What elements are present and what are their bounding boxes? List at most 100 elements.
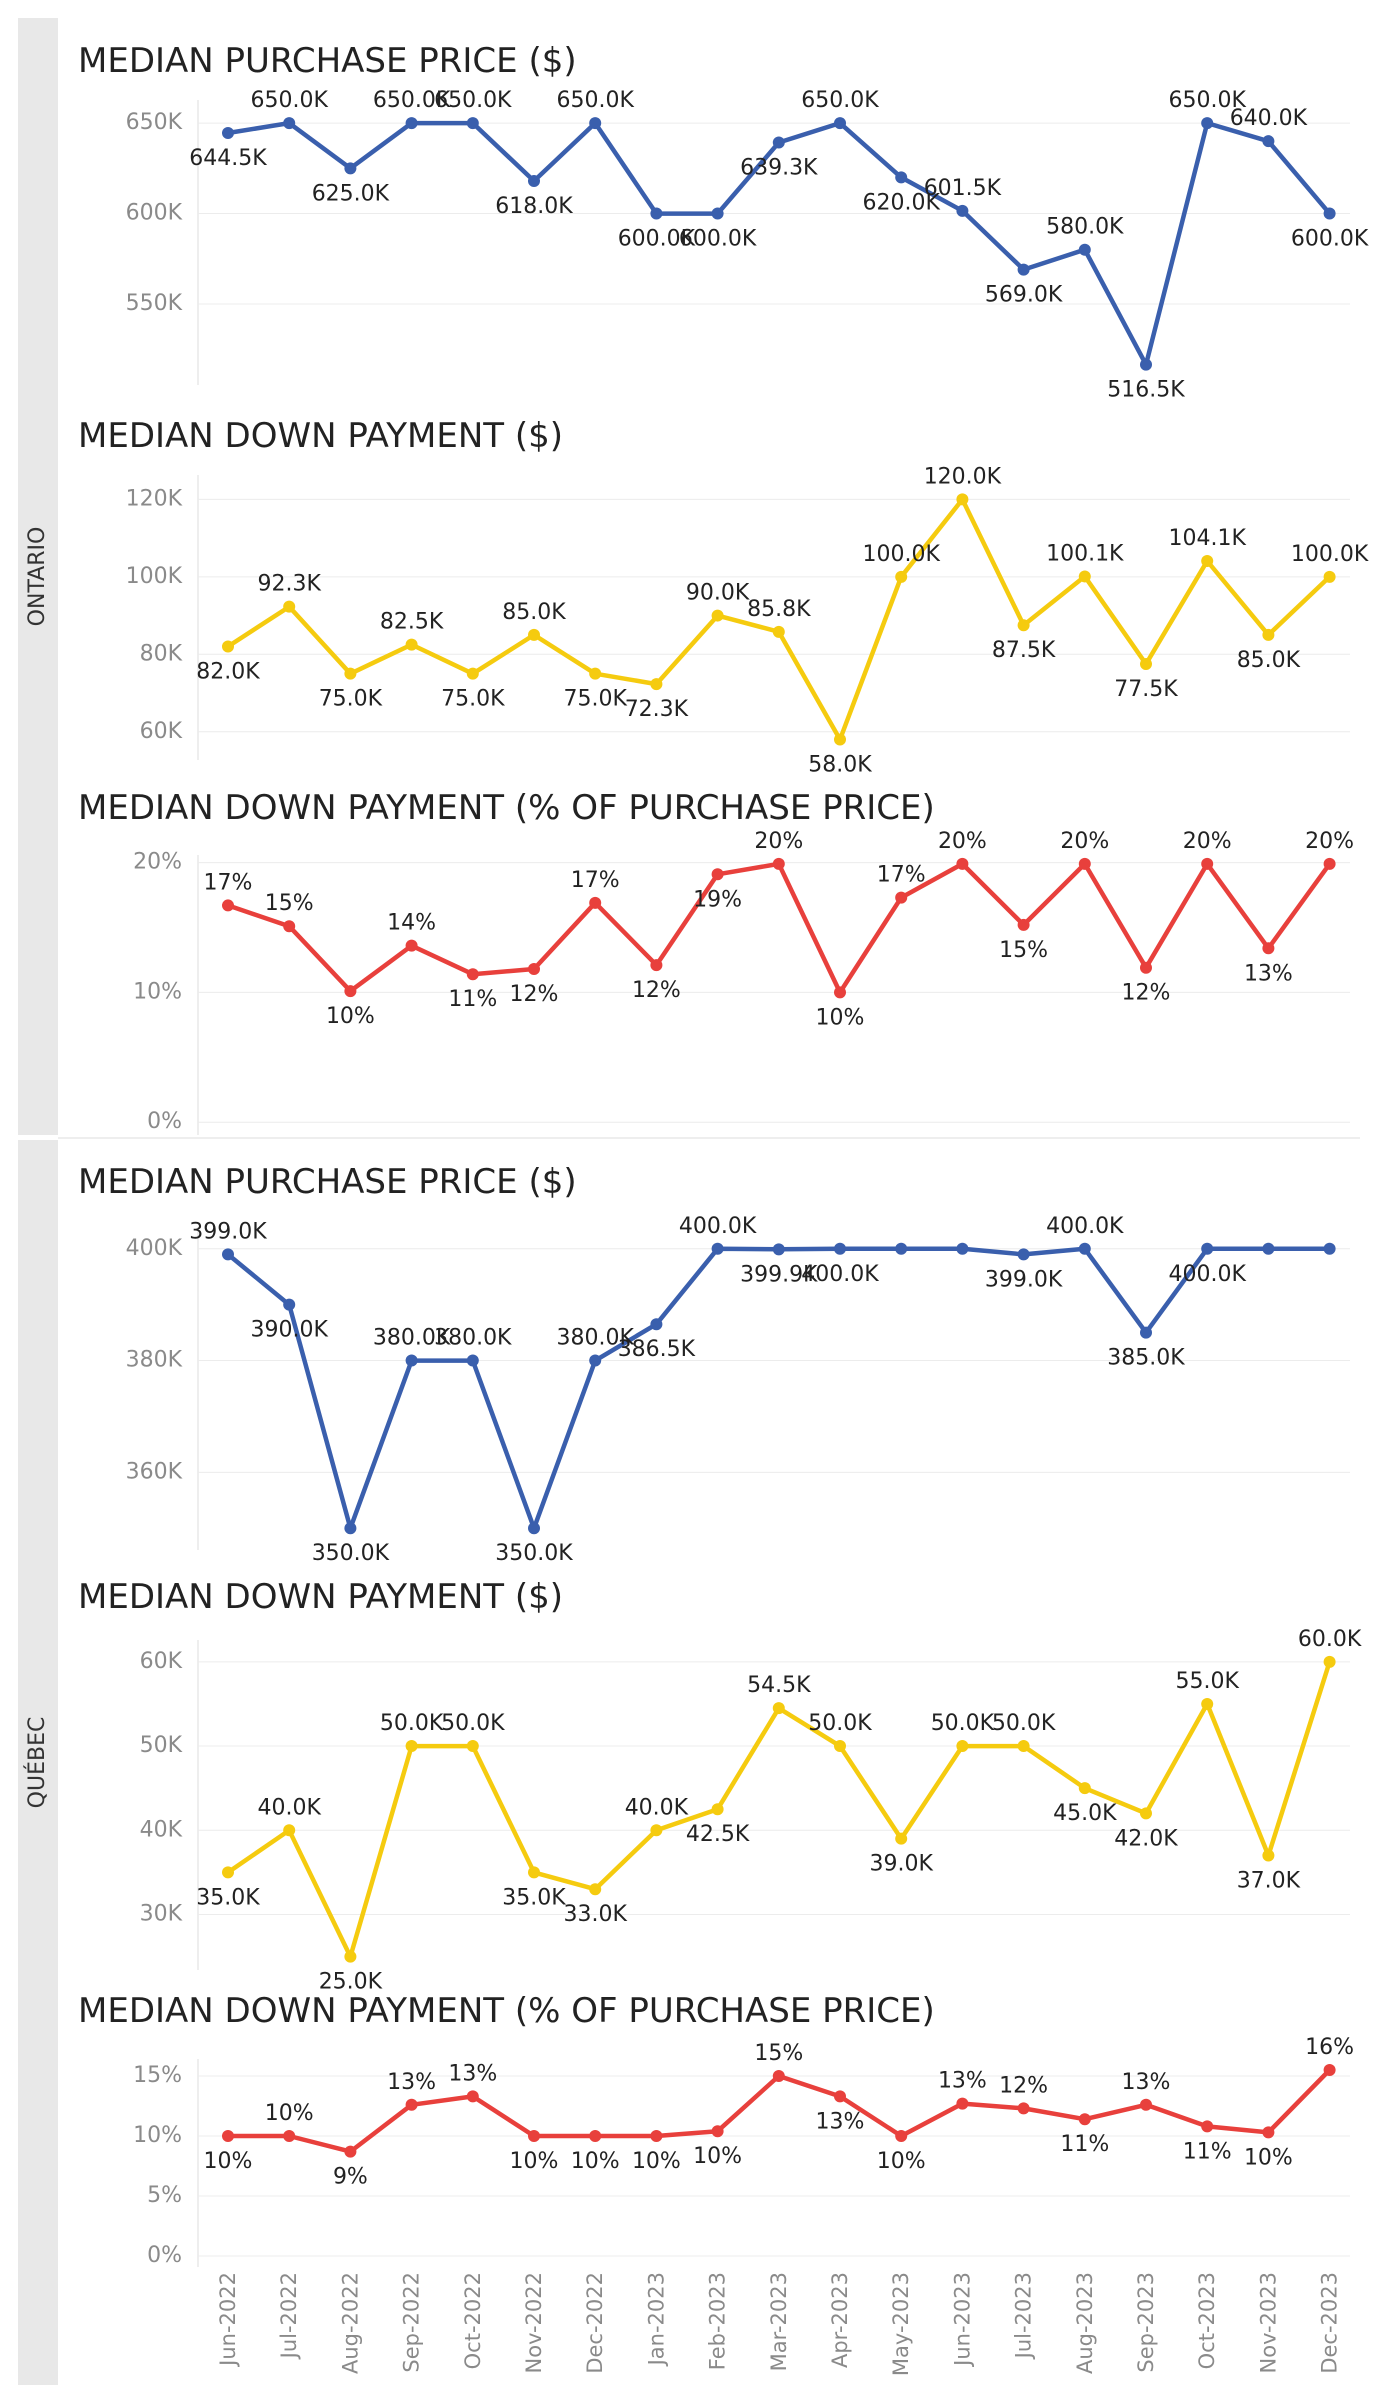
y-tick-label: 550K: [126, 291, 183, 316]
data-point: [344, 2145, 357, 2158]
data-label: 13%: [1244, 961, 1293, 986]
data-label: 17%: [877, 863, 926, 888]
data-label: 50.0K: [441, 1711, 505, 1736]
data-label: 40.0K: [257, 1795, 321, 1820]
data-point: [956, 1740, 969, 1753]
data-point: [528, 1522, 540, 1535]
x-tick-label: May-2023: [889, 2272, 913, 2376]
data-label: 625.0K: [312, 181, 390, 206]
data-label: 17%: [204, 870, 253, 895]
data-label: 12%: [632, 978, 681, 1003]
data-label: 399.0K: [189, 1219, 267, 1244]
data-label: 400.0K: [801, 1262, 879, 1287]
data-point: [222, 1866, 234, 1879]
y-tick-label: 10%: [133, 2123, 182, 2148]
data-label: 50.0K: [808, 1711, 872, 1736]
data-point: [1323, 1242, 1336, 1255]
data-point: [1262, 135, 1275, 148]
data-label: 20%: [754, 829, 803, 854]
data-label: 13%: [1122, 2070, 1171, 2095]
data-point: [466, 117, 479, 130]
data-point: [1140, 657, 1152, 670]
data-point: [528, 174, 540, 187]
data-point: [895, 570, 908, 583]
data-label: 85.0K: [1237, 648, 1301, 673]
data-label: 11%: [1060, 2132, 1109, 2157]
data-label: 400.0K: [679, 1214, 757, 1239]
x-tick-label: Jul-2023: [1012, 2272, 1036, 2360]
data-point: [1140, 358, 1152, 371]
data-point: [772, 625, 785, 638]
data-label: 386.5K: [618, 1337, 696, 1362]
data-label: 87.5K: [992, 638, 1056, 663]
data-label: 644.5K: [189, 146, 267, 171]
data-label: 55.0K: [1175, 1669, 1239, 1694]
y-tick-label: 30K: [140, 1901, 183, 1926]
y-tick-label: 600K: [126, 201, 183, 226]
data-label: 650.0K: [801, 88, 879, 113]
data-label: 50.0K: [380, 1711, 444, 1736]
data-label: 600.0K: [1291, 227, 1369, 252]
data-label: 85.8K: [747, 597, 811, 622]
x-tick-label: Sep-2023: [1134, 2272, 1158, 2373]
chart-title: MEDIAN PURCHASE PRICE ($): [78, 1162, 577, 1202]
data-label: 20%: [1183, 829, 1232, 854]
data-label: 10%: [571, 2149, 620, 2174]
data-point: [1201, 1242, 1214, 1255]
data-point: [466, 1740, 479, 1753]
series-line: [225, 1246, 1332, 1531]
x-tick-label: Mar-2023: [767, 2272, 791, 2371]
data-point: [283, 600, 296, 613]
data-label: 10%: [204, 2149, 253, 2174]
data-point: [1201, 554, 1214, 567]
data-label: 75.0K: [441, 687, 505, 712]
data-point: [1323, 1655, 1336, 1668]
data-label: 17%: [571, 868, 620, 893]
data-label: 100.1K: [1046, 541, 1124, 566]
data-label: 10%: [693, 2144, 742, 2169]
data-point: [711, 1803, 724, 1816]
data-label: 50.0K: [931, 1711, 995, 1736]
data-point: [834, 733, 846, 746]
data-point: [222, 1248, 234, 1261]
y-tick-label: 0%: [147, 2243, 182, 2268]
data-label: 14%: [387, 911, 436, 936]
data-point: [344, 162, 357, 175]
chart-title: MEDIAN DOWN PAYMENT (% OF PURCHASE PRICE…: [78, 788, 935, 828]
x-tick-label: Aug-2022: [338, 2272, 362, 2374]
x-tick-label: Nov-2023: [1256, 2272, 1280, 2373]
data-point: [1140, 2098, 1152, 2111]
data-point: [711, 207, 724, 220]
data-label: 580.0K: [1046, 215, 1124, 240]
data-point: [466, 667, 479, 680]
data-label: 399.9K: [740, 1262, 818, 1287]
data-label: 100.0K: [1291, 542, 1369, 567]
data-point: [1017, 918, 1030, 931]
data-point: [1017, 1740, 1030, 1753]
data-point: [222, 899, 234, 912]
data-point: [1078, 1242, 1091, 1255]
data-point: [895, 2130, 908, 2142]
y-tick-label: 120K: [126, 486, 183, 511]
data-point: [589, 667, 602, 680]
x-tick-label: Feb-2023: [706, 2272, 730, 2370]
data-label: 13%: [938, 2069, 987, 2094]
data-point: [1201, 2120, 1214, 2133]
data-label: 50.0K: [992, 1711, 1056, 1736]
data-label: 600.0K: [618, 227, 696, 252]
data-label: 82.0K: [196, 660, 260, 685]
data-point: [528, 628, 540, 641]
data-label: 650.0K: [373, 88, 451, 113]
data-point: [589, 1354, 602, 1367]
y-tick-label: 40K: [140, 1817, 183, 1842]
data-point: [1017, 2102, 1030, 2115]
data-point: [405, 638, 418, 651]
x-tick-label: Sep-2022: [400, 2272, 424, 2373]
data-point: [405, 2098, 418, 2111]
data-label: 400.0K: [1168, 1262, 1246, 1287]
x-axis: Jun-2022 Jul-2022 Aug-2022 Sep-2022 Oct-2022…: [216, 2272, 1342, 2376]
region-band: [18, 18, 58, 1135]
data-point: [1140, 1807, 1152, 1820]
